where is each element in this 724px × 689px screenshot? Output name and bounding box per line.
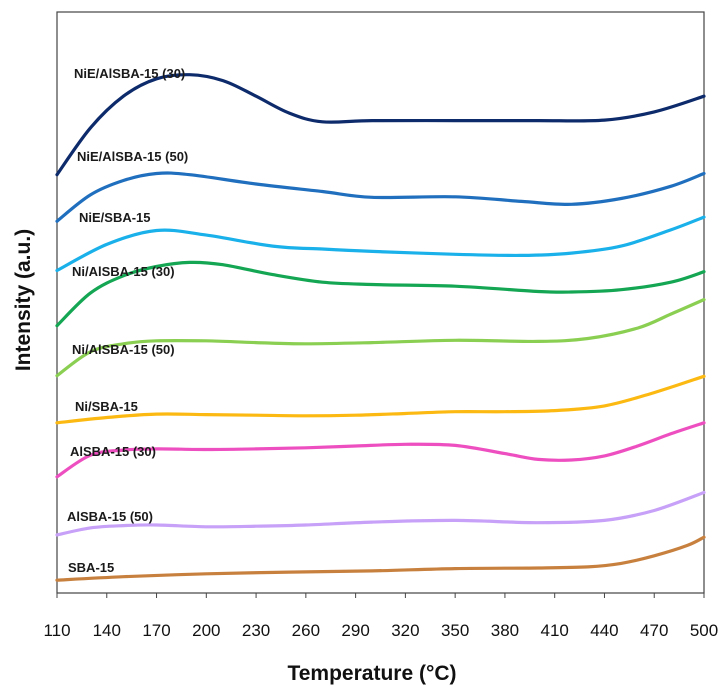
series-line [55,535,706,582]
x-tick-label: 380 [491,621,519,640]
plot-frame [56,11,705,594]
x-axis-ticks: 110 140 170 200 230 260 290 320 350 380 410 440 470 5… [43,593,718,640]
series-line [55,421,706,479]
series-label: NiE/SBA-15 [79,210,151,225]
x-axis-title: Temperature (°C) [287,662,456,685]
series-line [55,490,706,537]
series-label: AlSBA-15 (50) [67,509,153,524]
x-tick-label: 410 [541,621,569,640]
series-line [55,298,706,378]
series-line [55,171,706,223]
x-tick-label: 110 [43,621,70,640]
y-axis-title: Intensity (a.u.) [12,229,35,371]
series-line [55,260,706,328]
series-label: SBA-15 [68,560,114,575]
x-tick-label: 260 [292,621,320,640]
x-tick-label: 500 [690,621,718,640]
series-label: Ni/SBA-15 [75,399,138,414]
series-line [55,73,706,177]
series-line [55,215,706,273]
x-tick-label: 350 [441,621,469,640]
x-tick-label: 230 [242,621,270,640]
series-label: NiE/AlSBA-15 (50) [77,149,188,164]
x-tick-label: 140 [93,621,121,640]
x-tick-label: 290 [341,621,369,640]
x-tick-label: 440 [590,621,618,640]
series-label: NiE/AlSBA-15 (30) [74,66,185,81]
series-labels: NiE/AlSBA-15 (30) NiE/AlSBA-15 (50) NiE/SB… [67,66,188,575]
x-tick-label: 320 [391,621,419,640]
series-label: Ni/AlSBA-15 (30) [72,264,175,279]
x-tick-label: 470 [640,621,668,640]
series-label: Ni/AlSBA-15 (50) [72,342,175,357]
series-lines [55,73,706,582]
series-line [55,374,706,425]
x-tick-label: 170 [142,621,170,640]
x-tick-label: 200 [192,621,220,640]
series-label: AlSBA-15 (30) [70,444,156,459]
